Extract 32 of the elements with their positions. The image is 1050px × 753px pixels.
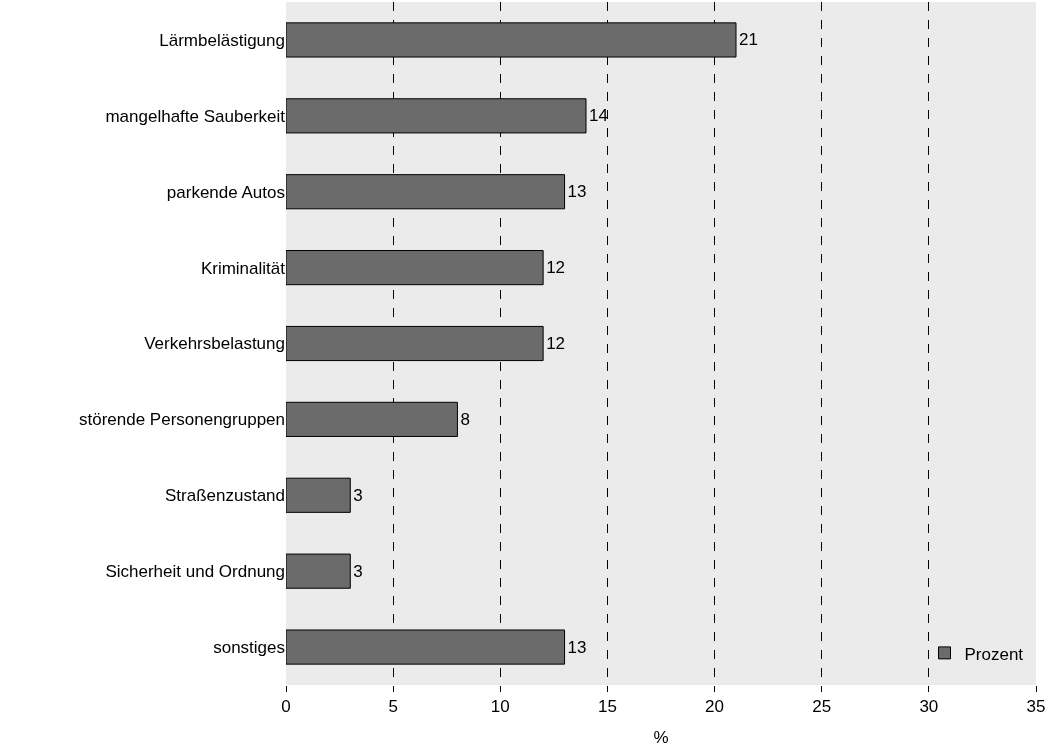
bar — [286, 250, 544, 286]
bar — [286, 629, 566, 665]
x-tick-label: 15 — [597, 697, 617, 717]
data-label: 13 — [567, 182, 587, 202]
data-label: 12 — [546, 334, 566, 354]
y-tick-label: parkende Autos — [166, 182, 285, 202]
data-label: 3 — [353, 485, 363, 505]
x-axis-title: % — [653, 727, 669, 747]
x-tick-label: 30 — [919, 697, 939, 717]
data-label: 8 — [460, 409, 470, 429]
x-tick-label: 0 — [281, 697, 291, 717]
x-tick-label: 35 — [1026, 697, 1046, 717]
y-tick-label: Kriminalität — [200, 258, 286, 278]
y-tick-label: mangelhafte Sauberkeit — [105, 106, 286, 126]
data-label: 12 — [546, 258, 566, 278]
data-label: 13 — [567, 637, 587, 657]
legend-label: Prozent — [964, 644, 1024, 664]
x-tick-label: 20 — [705, 697, 725, 717]
y-tick-label: Straßenzustand — [164, 486, 285, 506]
bar — [286, 477, 351, 513]
x-tick-label: 25 — [812, 697, 832, 717]
data-label: 21 — [739, 30, 758, 50]
bar — [286, 553, 351, 589]
y-tick-label: Lärmbelästigung — [159, 30, 285, 50]
y-tick-label: Sicherheit und Ordnung — [105, 562, 285, 582]
x-tick-label: 5 — [388, 697, 398, 717]
x-tick-label: 10 — [490, 697, 510, 717]
y-tick-label: störende Personengruppen — [78, 410, 285, 430]
data-label: 14 — [589, 106, 608, 126]
y-tick-label: sonstiges — [213, 638, 285, 658]
data-label: 3 — [353, 561, 363, 581]
y-tick-label: Verkehrsbelastung — [144, 334, 285, 354]
